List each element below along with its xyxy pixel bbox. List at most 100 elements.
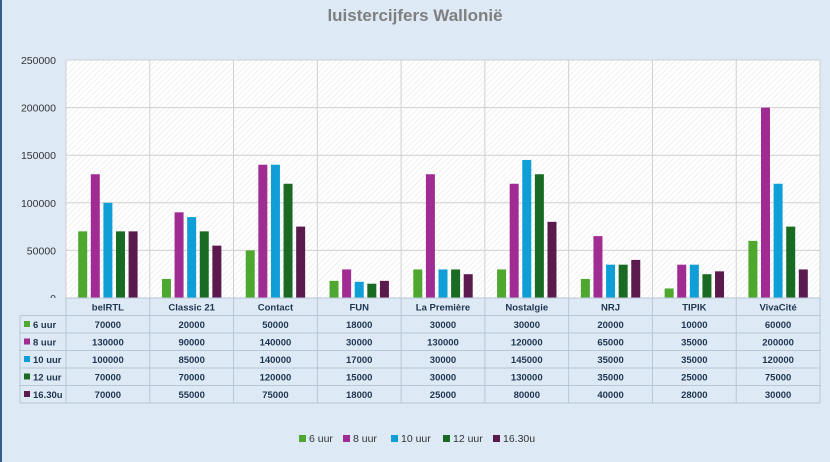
table-value: 75000 [262,390,288,401]
table-value: 100000 [92,355,124,366]
table-value: 35000 [681,338,707,349]
table-series-label: 8 uur [33,338,57,349]
table-value: 10000 [681,320,707,331]
y-tick-label: 100000 [21,198,56,210]
table-value: 130000 [511,373,543,384]
bar [547,221,557,298]
bar [161,278,171,298]
table-value: 17000 [346,355,372,366]
bar [786,226,796,298]
table-value: 18000 [346,320,372,331]
table-value: 30000 [430,373,456,384]
legend-label: 16.30u [503,433,535,445]
table-series-label: 10 uur [33,355,62,366]
x-category-label: Classic 21 [168,303,215,314]
table-value: 15000 [346,373,372,384]
y-tick-label: 150000 [21,150,56,162]
bar [664,288,674,298]
legend-swatch [343,435,350,442]
bar [522,159,532,298]
x-category-label: FUN [349,303,369,314]
bar [438,269,448,298]
table-value: 120000 [511,338,543,349]
bar [187,217,197,298]
table-value: 60000 [765,320,791,331]
table-value: 20000 [178,320,204,331]
bar [631,259,641,298]
legend-label: 6 uur [309,433,333,445]
bar [702,274,712,298]
bar [593,236,603,298]
bar [606,264,616,298]
bar [283,183,293,298]
bar [773,183,783,298]
y-tick-label: 250000 [21,55,56,67]
table-value: 120000 [260,373,292,384]
y-tick-label: 200000 [21,103,56,115]
table-value: 35000 [681,355,707,366]
bar [534,174,544,298]
legend-swatch [443,435,450,442]
bar [258,164,268,298]
table-value: 85000 [178,355,204,366]
bar [618,264,628,298]
bar [761,107,771,298]
bar [463,274,473,298]
table-value: 35000 [597,355,623,366]
table-value: 40000 [597,390,623,401]
chart-title: luistercijfers Wallonië [327,6,503,25]
legend-label: 8 uur [353,433,377,445]
bar [115,231,125,298]
table-value: 30000 [514,320,540,331]
bar [245,250,255,298]
table-legend-key [24,373,30,380]
table-value: 140000 [260,338,292,349]
table-value: 65000 [597,338,623,349]
bar [329,280,339,298]
bar [689,264,699,298]
table-value: 25000 [681,373,707,384]
table-value: 75000 [765,373,791,384]
bar [413,269,423,298]
bar [296,226,306,298]
table-value: 120000 [762,355,794,366]
bar [367,283,377,298]
table-value: 20000 [597,320,623,331]
bar [199,231,209,298]
bar [425,174,435,298]
table-legend-key [24,338,30,345]
table-value: 130000 [92,338,124,349]
legend-swatch [299,435,306,442]
table-value: 55000 [178,390,204,401]
x-category-label: belRTL [92,303,124,314]
table-series-label: 6 uur [33,320,57,331]
table-value: 35000 [597,373,623,384]
table-value: 18000 [346,390,372,401]
table-value: 70000 [95,373,121,384]
table-value: 70000 [95,390,121,401]
bar [342,269,352,298]
x-category-label: TIPIK [682,303,706,314]
bar [354,281,364,298]
table-legend-key [24,391,30,397]
table-value: 30000 [430,355,456,366]
bar [212,245,222,298]
bar [580,278,590,298]
legend-swatch [493,435,500,442]
bar [509,183,519,298]
table-value: 30000 [430,320,456,331]
bar [103,202,113,298]
bar [677,264,687,298]
table-value: 140000 [260,355,292,366]
x-category-label: La Première [416,303,470,314]
y-tick-label: 50000 [27,245,56,257]
table-legend-key [24,356,30,362]
bar [379,280,389,298]
bar [90,174,100,298]
bar [174,212,184,298]
table-value: 145000 [511,355,543,366]
x-category-label: Nostalgie [505,303,548,314]
table-value: 50000 [262,320,288,331]
table-series-label: 12 uur [33,373,62,384]
